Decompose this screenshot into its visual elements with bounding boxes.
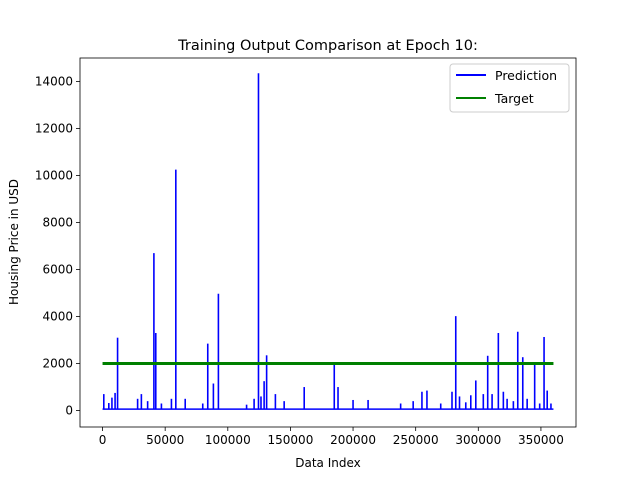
y-tick-label-4000: 4000 xyxy=(42,310,73,324)
y-tick-label-8000: 8000 xyxy=(42,216,73,230)
x-tick-label-150000: 150000 xyxy=(268,433,314,447)
x-axis: 0 50000 100000 150000 200000 250000 300000 3500… xyxy=(99,427,564,447)
x-axis-label: Data Index xyxy=(295,456,361,470)
y-tick-label-10000: 10000 xyxy=(35,169,73,183)
y-tick-label-14000: 14000 xyxy=(35,75,73,89)
y-axis: 0 2000 4000 6000 8000 10000 12000 14000 xyxy=(35,75,80,418)
x-tick-label-300000: 300000 xyxy=(455,433,501,447)
legend-target-label: Target xyxy=(494,91,534,106)
x-tick-label-350000: 350000 xyxy=(518,433,564,447)
plot-background xyxy=(80,58,576,427)
y-tick-label-6000: 6000 xyxy=(42,263,73,277)
legend: Prediction Target xyxy=(449,63,570,113)
prediction-spikes xyxy=(102,73,552,410)
legend-prediction-label: Prediction xyxy=(495,68,557,83)
x-tick-label-250000: 250000 xyxy=(393,433,439,447)
x-tick-label-50000: 50000 xyxy=(146,433,184,447)
x-tick-label-0: 0 xyxy=(99,433,107,447)
y-axis-label: Housing Price in USD xyxy=(7,179,21,305)
x-tick-label-200000: 200000 xyxy=(330,433,376,447)
x-tick-label-100000: 100000 xyxy=(205,433,251,447)
chart-title: Training Output Comparison at Epoch 10: xyxy=(177,38,478,54)
y-tick-label-12000: 12000 xyxy=(35,122,73,136)
plot-area xyxy=(79,57,577,428)
y-tick-label-0: 0 xyxy=(65,404,73,418)
plot-frame xyxy=(79,57,577,428)
y-tick-label-2000: 2000 xyxy=(42,357,73,371)
